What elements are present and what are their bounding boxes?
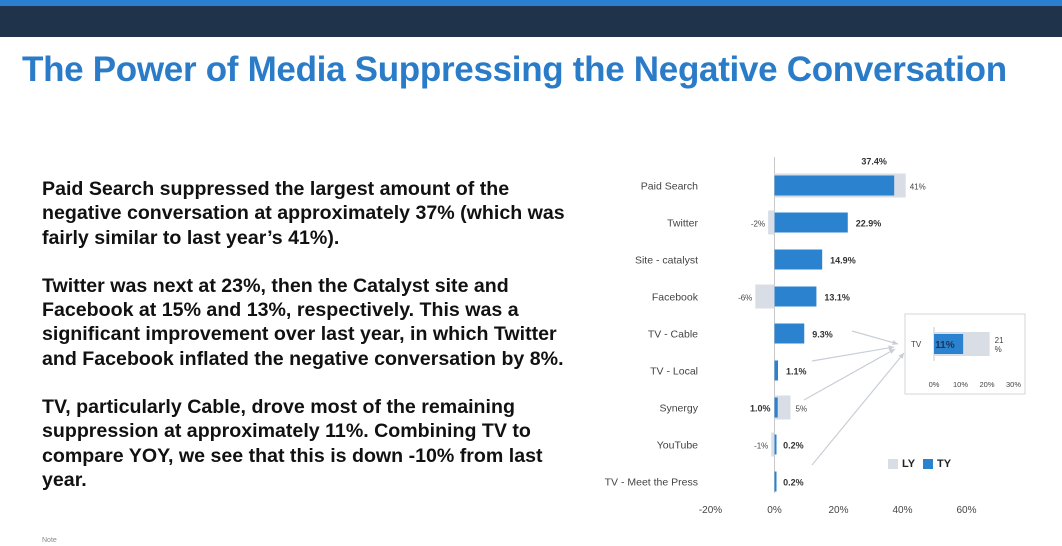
ty-data-label: 1.1% bbox=[786, 367, 807, 377]
legend-ly-label: LY bbox=[902, 458, 916, 470]
category-label: TV - Cable bbox=[648, 329, 698, 341]
ty-data-label: 22.9% bbox=[856, 219, 882, 229]
top-accent-stripe bbox=[0, 0, 1062, 6]
callout-arrow bbox=[851, 330, 899, 345]
inset-x-tick-label: 0% bbox=[929, 380, 940, 389]
category-label: Facebook bbox=[652, 292, 699, 304]
x-tick-label: -20% bbox=[699, 505, 722, 516]
legend-ly-swatch bbox=[888, 459, 898, 469]
ty-bar bbox=[774, 212, 848, 233]
inset-x-tick-label: 30% bbox=[1006, 380, 1021, 389]
callout-arrowhead bbox=[888, 345, 894, 351]
category-label: Paid Search bbox=[641, 181, 698, 193]
category-label: TV - Meet the Press bbox=[605, 477, 698, 489]
inset-ty-bar bbox=[934, 334, 964, 354]
ty-bar bbox=[774, 360, 779, 381]
category-label: Site - catalyst bbox=[635, 255, 698, 267]
ty-data-label: 1.0% bbox=[750, 404, 771, 414]
ly-bar bbox=[774, 395, 791, 420]
ly-bar bbox=[771, 432, 775, 457]
inset-x-tick-label: 10% bbox=[953, 380, 968, 389]
inset-ty-label: 11% bbox=[935, 340, 955, 351]
ly-bar bbox=[755, 284, 775, 309]
ty-data-label: 9.3% bbox=[812, 330, 833, 340]
paragraph-twitter-facebook: Twitter was next at 23%, then the Cataly… bbox=[42, 274, 564, 370]
callout-arrow bbox=[803, 348, 896, 401]
ly-bar bbox=[768, 210, 775, 235]
ty-bar bbox=[774, 471, 777, 492]
category-label: TV - Local bbox=[650, 366, 698, 378]
top-banner bbox=[0, 0, 1062, 37]
callout-arrow bbox=[811, 346, 895, 362]
slide-title: The Power of Media Suppressing the Negat… bbox=[22, 50, 1007, 89]
ly-data-label: -1% bbox=[754, 442, 768, 451]
x-tick-label: 60% bbox=[956, 505, 976, 516]
ty-bar bbox=[774, 323, 805, 344]
ly-data-label: -2% bbox=[751, 220, 765, 229]
callout-arrowhead bbox=[892, 340, 898, 346]
ty-bar bbox=[774, 286, 817, 307]
ty-bar bbox=[774, 249, 823, 270]
category-label: Synergy bbox=[659, 403, 698, 415]
ty-data-label: 13.1% bbox=[824, 293, 850, 303]
callout-arrowhead bbox=[898, 353, 904, 359]
ty-bar bbox=[774, 397, 778, 418]
callout-arrow bbox=[811, 352, 905, 466]
summary-text: Paid Search suppressed the largest amoun… bbox=[42, 177, 577, 516]
inset-ly-label: 21% bbox=[995, 336, 1004, 354]
ty-data-label: 0.2% bbox=[783, 441, 804, 451]
inset-category-label: TV bbox=[911, 340, 922, 349]
x-tick-label: 0% bbox=[767, 505, 782, 516]
legend-ty-label: TY bbox=[937, 458, 952, 470]
ty-data-label: 0.2% bbox=[783, 478, 804, 488]
ty-bar bbox=[774, 434, 777, 455]
main-bar-chart: Paid Search Twitter Site - catalyst Faceboo… bbox=[605, 157, 977, 517]
ty-data-label: 37.4% bbox=[861, 157, 887, 167]
category-label: YouTube bbox=[657, 440, 698, 452]
ly-data-label: 5% bbox=[796, 405, 808, 414]
ty-data-label: 14.9% bbox=[830, 256, 856, 266]
paragraph-paid-search: Paid Search suppressed the largest amoun… bbox=[42, 178, 565, 249]
ly-data-label: 41% bbox=[910, 183, 926, 192]
chart-legend: LY TY bbox=[888, 458, 951, 470]
callout-arrowhead bbox=[889, 349, 895, 354]
category-label: Twitter bbox=[667, 218, 698, 230]
footnote: Note bbox=[42, 537, 57, 544]
legend-ty-swatch bbox=[923, 459, 934, 469]
ly-data-label: -6% bbox=[738, 294, 752, 303]
tv-inset-chart: TV 11% 21 % 0% 10% 20% 30% bbox=[904, 313, 1026, 395]
paragraph-tv: TV, particularly Cable, drove most of th… bbox=[42, 396, 543, 491]
ty-bar bbox=[774, 175, 895, 196]
inset-x-tick-label: 20% bbox=[979, 380, 994, 389]
x-tick-label: 20% bbox=[828, 505, 848, 516]
x-tick-label: 40% bbox=[892, 505, 912, 516]
